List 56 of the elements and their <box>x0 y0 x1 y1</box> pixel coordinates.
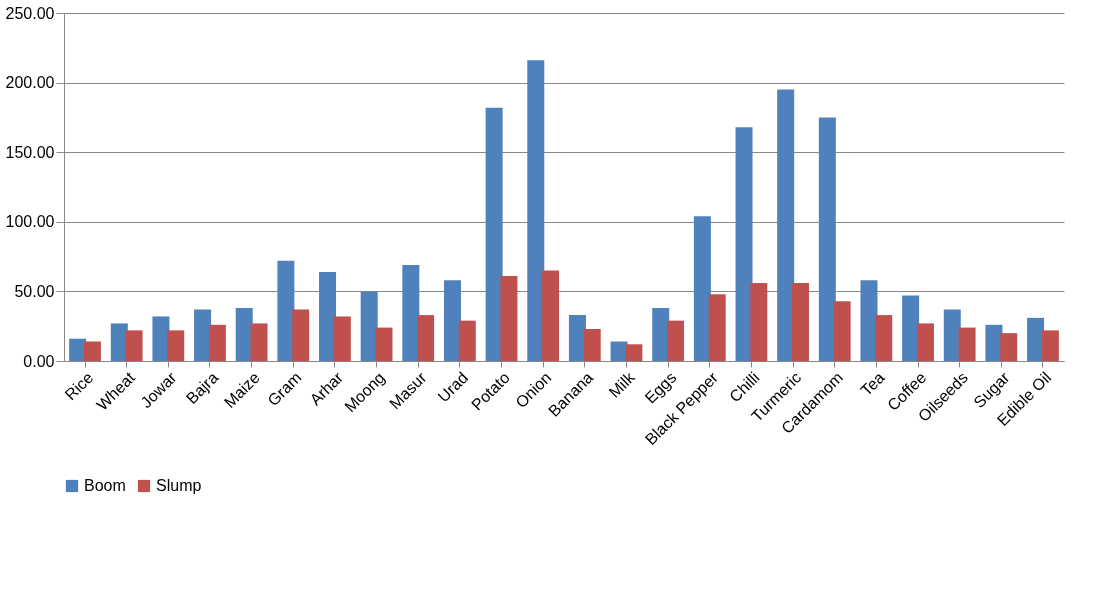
legend-label: Boom <box>84 477 126 494</box>
bar <box>1000 333 1018 361</box>
bar <box>319 271 337 361</box>
bar <box>208 324 226 361</box>
bar <box>902 295 920 361</box>
bar <box>500 276 518 361</box>
bar <box>443 280 461 361</box>
bar <box>875 315 893 361</box>
bar <box>750 283 768 361</box>
y-tick-label: 150.00 <box>5 143 55 161</box>
bar <box>83 341 101 361</box>
bar <box>667 320 685 361</box>
bar <box>333 316 351 361</box>
bar <box>292 309 310 361</box>
bar <box>1027 317 1045 361</box>
bar <box>235 308 253 361</box>
bar <box>791 283 809 361</box>
bar <box>360 291 378 361</box>
bar <box>708 294 726 361</box>
bar <box>916 323 934 361</box>
bar <box>375 327 393 361</box>
y-tick-label: 200.00 <box>5 74 55 92</box>
bar <box>625 344 643 361</box>
bar <box>583 328 601 361</box>
bar <box>652 308 670 361</box>
y-tick-label: 50.00 <box>14 282 55 300</box>
bar <box>818 117 836 361</box>
bar <box>1041 330 1059 361</box>
bar <box>485 107 503 361</box>
x-tick-label: Tea <box>857 368 888 400</box>
bar <box>167 330 185 361</box>
bar <box>958 327 976 361</box>
bar <box>943 309 961 361</box>
bar <box>458 320 476 361</box>
bar <box>277 260 295 361</box>
bar <box>402 264 420 361</box>
bar <box>777 89 795 361</box>
bar <box>568 315 586 361</box>
bar <box>985 324 1003 361</box>
bar <box>735 127 753 361</box>
bar <box>194 309 212 361</box>
bar <box>833 301 851 361</box>
y-tick-label: 100.00 <box>5 213 55 231</box>
bar <box>152 316 170 361</box>
bar <box>527 60 545 361</box>
bar <box>860 280 878 361</box>
bar <box>417 315 435 361</box>
bar <box>693 216 711 361</box>
bar <box>542 270 560 361</box>
bar <box>250 323 268 361</box>
y-tick-label: 0.00 <box>23 352 55 370</box>
y-tick-label: 250.00 <box>5 4 55 22</box>
legend-label: Slump <box>156 477 202 494</box>
bar <box>110 323 128 361</box>
bar <box>125 330 143 361</box>
x-tick-label: Milk <box>605 368 639 401</box>
